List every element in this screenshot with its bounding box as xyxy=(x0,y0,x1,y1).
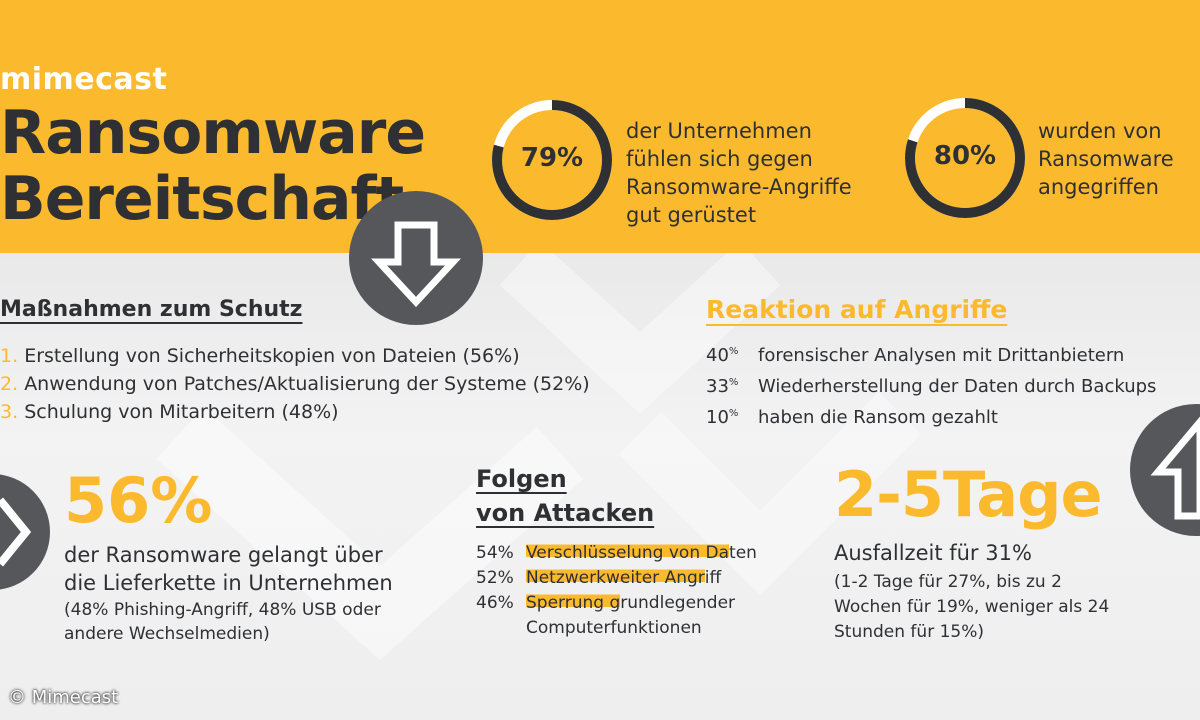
stat-text-80: wurden von Ransomware angegriffen xyxy=(1038,119,1174,199)
folgen-list: 54% Verschlüsselung von Daten 52% Netzwerk… xyxy=(476,543,757,638)
schutz-list: 1. Erstellung von Sicherheitskopien von … xyxy=(0,342,590,426)
list-item: 2. Anwendung von Patches/Aktualisierung … xyxy=(0,373,590,395)
list-item: 40% forensischer Analysen mit Drittanbiet… xyxy=(706,345,1125,366)
list-item: 46% Sperrung grundlegender xyxy=(476,593,736,613)
chevron-right-icon xyxy=(0,474,50,590)
list-item: 33% Wiederherstellung der Daten durch Bac… xyxy=(706,376,1157,397)
page-title: Ransomware Bereitschaft xyxy=(0,98,426,234)
lieferkette-value: 56% xyxy=(64,464,213,537)
up-arrow-icon xyxy=(1130,404,1200,536)
stat-value-80: 80% xyxy=(933,141,997,171)
list-item: 3. Schulung von Mitarbeitern (48%) xyxy=(0,401,339,423)
schutz-heading: Maßnahmen zum Schutz xyxy=(0,297,303,322)
list-item: 10% haben die Ransom gezahlt xyxy=(706,407,998,428)
folgen-heading: Folgen von Attacken xyxy=(476,465,655,527)
reaktion-list: 40% forensischer Analysen mit Drittanbiet… xyxy=(706,338,1156,431)
list-item: 54% Verschlüsselung von Daten xyxy=(476,543,757,563)
title-line1: Ransomware xyxy=(0,98,426,168)
ausfall-text: Ausfallzeit für 31% xyxy=(834,541,1032,565)
mimecast-logo: mimecast xyxy=(0,62,168,97)
ausfall-value: 2-5Tage xyxy=(834,458,1103,531)
ausfall-note: (1-2 Tage für 27%, bis zu 2 Wochen für 1… xyxy=(834,572,1110,642)
background-chevron-pattern xyxy=(156,253,922,660)
stat-value-79: 79% xyxy=(520,143,584,173)
down-arrow-icon xyxy=(349,191,483,325)
reaktion-heading: Reaktion auf Angriffe xyxy=(706,295,1008,324)
content-background xyxy=(0,253,1200,720)
list-item: 52% Netzwerkweiter Angriff xyxy=(476,568,722,588)
stat-text-79: der Unternehmen fühlen sich gegen Ransom… xyxy=(626,119,852,227)
stat-ring-79 xyxy=(492,100,612,220)
stat-ring-80 xyxy=(905,98,1025,218)
copyright-text: © Mimecast xyxy=(8,687,119,708)
lieferkette-text: der Ransomware gelangt über die Lieferke… xyxy=(64,543,393,595)
title-line2: Bereitschaft xyxy=(0,164,404,234)
lieferkette-note: (48% Phishing-Angriff, 48% USB oder ande… xyxy=(64,600,381,644)
list-item: 1. Erstellung von Sicherheitskopien von … xyxy=(0,345,520,367)
